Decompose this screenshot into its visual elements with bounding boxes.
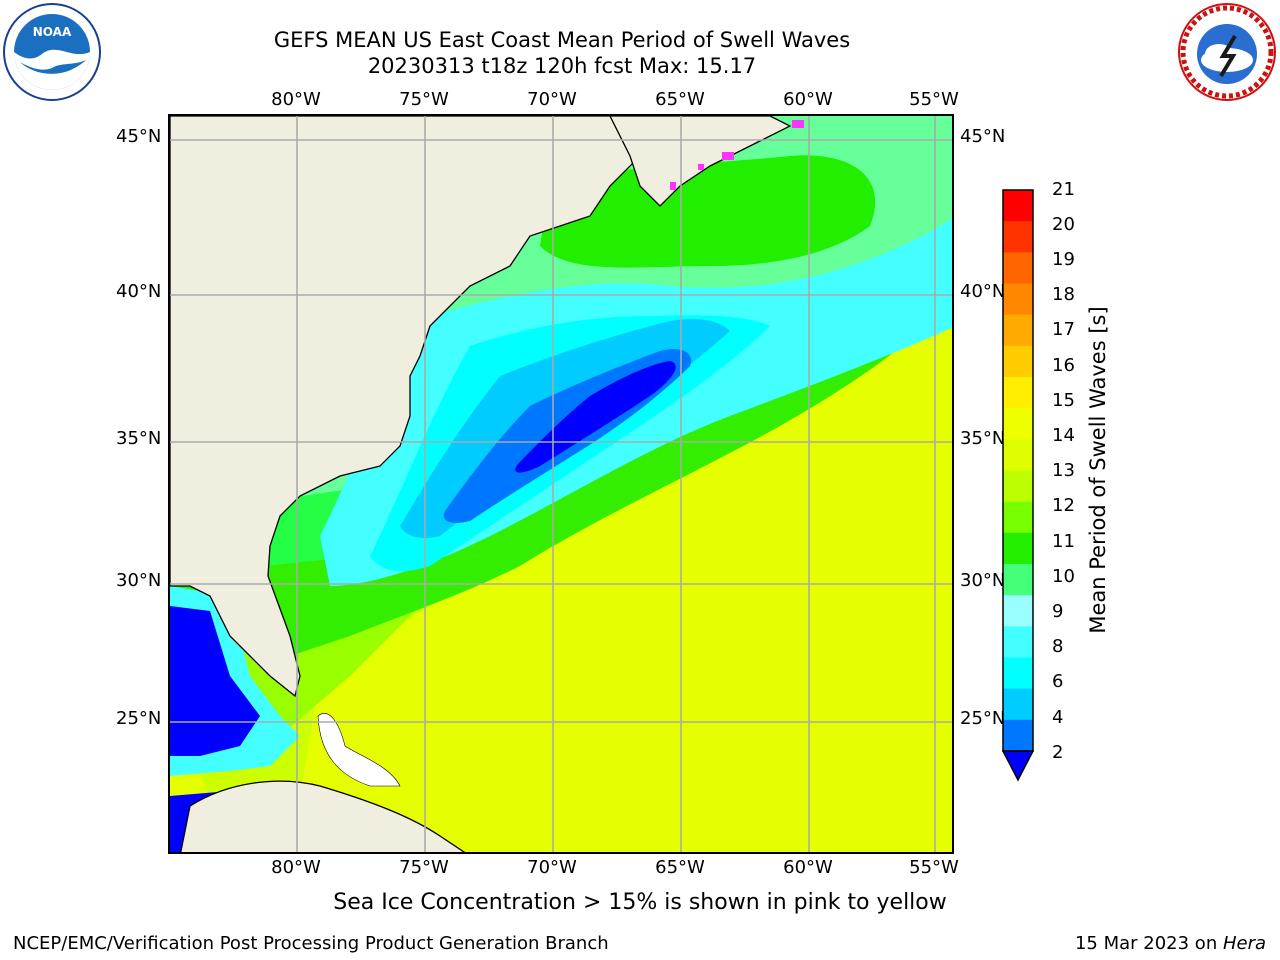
colorbar-tick: 20 — [1052, 214, 1075, 235]
colorbar-tick: 2 — [1052, 742, 1064, 763]
lat-label-left: 35°N — [116, 428, 162, 449]
lon-label-bottom: 60°W — [783, 857, 833, 878]
lat-label-right: 30°N — [960, 570, 1006, 591]
lon-label-top: 75°W — [399, 89, 449, 110]
lon-label-bottom: 70°W — [527, 857, 577, 878]
colorbar-cell — [1003, 439, 1033, 471]
colorbar-cell — [1003, 314, 1033, 347]
colorbar-cell — [1003, 688, 1033, 721]
map-panel — [168, 114, 954, 854]
colorbar-cell — [1003, 564, 1033, 596]
lon-label-bottom: 65°W — [655, 857, 705, 878]
colorbar-extend-triangle — [1002, 750, 1034, 782]
colorbar-tick: 6 — [1052, 671, 1064, 692]
colorbar-tick: 13 — [1052, 460, 1075, 481]
lon-label-top: 55°W — [909, 89, 959, 110]
colorbar-cell — [1003, 626, 1033, 658]
colorbar-cell — [1003, 719, 1033, 752]
colorbar-cell — [1003, 345, 1033, 378]
colorbar — [1002, 189, 1034, 782]
colorbar-tick: 19 — [1052, 249, 1075, 270]
contour-core — [515, 361, 676, 473]
colorbar-tick: 9 — [1052, 601, 1064, 622]
nws-logo — [1178, 3, 1276, 101]
colorbar-cell — [1003, 532, 1033, 565]
colorbar-tick: 12 — [1052, 495, 1075, 516]
lat-label-left: 25°N — [116, 708, 162, 729]
colorbar-cell — [1003, 283, 1033, 316]
lat-label-left: 45°N — [116, 126, 162, 147]
colorbar-tick: 15 — [1052, 390, 1075, 411]
lat-label-right: 40°N — [960, 281, 1006, 302]
colorbar-frame — [1002, 189, 1034, 752]
lat-label-right: 45°N — [960, 126, 1006, 147]
colorbar-tick: 21 — [1052, 179, 1075, 200]
lat-label-left: 30°N — [116, 570, 162, 591]
colorbar-tick: 11 — [1052, 531, 1075, 552]
contour-11s-north — [540, 155, 876, 268]
lon-label-top: 80°W — [271, 89, 321, 110]
footer-date-text: 15 Mar 2023 on — [1074, 933, 1223, 954]
colorbar-tick: 10 — [1052, 566, 1075, 587]
bahamas-nodata — [317, 713, 401, 787]
lat-label-right: 25°N — [960, 708, 1006, 729]
land-nova-scotia — [609, 116, 792, 207]
footer-credit: NCEP/EMC/Verification Post Processing Pr… — [13, 933, 609, 954]
map-title: GEFS MEAN US East Coast Mean Period of S… — [273, 28, 851, 52]
colorbar-cell — [1003, 408, 1033, 440]
lon-label-top: 65°W — [655, 89, 705, 110]
lon-label-bottom: 75°W — [399, 857, 449, 878]
colorbar-cell — [1003, 501, 1033, 534]
lon-label-top: 60°W — [783, 89, 833, 110]
colorbar-tick: 16 — [1052, 355, 1075, 376]
land-north-america — [170, 116, 691, 698]
gulf-blue — [170, 606, 260, 756]
noaa-logo: NOAA — [3, 3, 101, 101]
colorbar-tick: 4 — [1052, 707, 1064, 728]
colorbar-cell — [1003, 657, 1033, 690]
colorbar-tick: 17 — [1052, 319, 1075, 340]
swell-period-map — [170, 116, 952, 852]
sea-ice-marker — [670, 182, 676, 190]
lon-label-top: 70°W — [527, 89, 577, 110]
sea-ice-marker — [722, 152, 734, 160]
colorbar-tick: 8 — [1052, 636, 1064, 657]
colorbar-label: Mean Period of Swell Waves [s] — [1086, 306, 1110, 634]
sea-ice-marker — [698, 164, 704, 170]
colorbar-cell — [1003, 221, 1033, 253]
footer-date: 15 Mar 2023 on Hera — [1075, 933, 1266, 954]
colorbar-cell — [1003, 377, 1033, 409]
lon-label-bottom: 55°W — [909, 857, 959, 878]
colorbar-cell — [1003, 190, 1033, 222]
colorbar-cell — [1003, 252, 1033, 284]
lon-label-bottom: 80°W — [271, 857, 321, 878]
colorbar-tick: 18 — [1052, 284, 1075, 305]
colorbar-cell — [1003, 595, 1033, 627]
map-subtitle: 20230313 t18z 120h fcst Max: 15.17 — [367, 54, 757, 78]
sea-ice-note: Sea Ice Concentration > 15% is shown in … — [333, 890, 947, 915]
map-gridlines — [170, 116, 952, 852]
lat-label-right: 35°N — [960, 428, 1006, 449]
colorbar-cell — [1003, 470, 1033, 503]
colorbar-tick: 14 — [1052, 425, 1075, 446]
lat-label-left: 40°N — [116, 281, 162, 302]
footer-machine: Hera — [1222, 933, 1266, 954]
land-cuba — [180, 780, 466, 852]
sea-ice-marker — [792, 120, 804, 128]
noaa-logo-text: NOAA — [33, 25, 72, 39]
